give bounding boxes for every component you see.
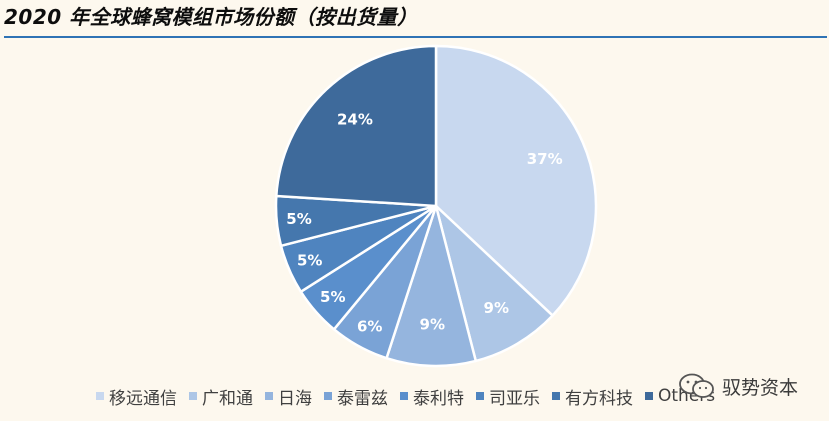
- pie-slice-0: [434, 44, 598, 317]
- legend-item: 广和通: [189, 384, 253, 409]
- legend-swatch: [96, 392, 104, 400]
- legend-item: 司亚乐: [476, 384, 540, 409]
- slice-data-label: 5%: [286, 210, 311, 228]
- slice-data-label: 5%: [320, 288, 345, 306]
- legend-label: 泰雷兹: [337, 388, 388, 409]
- legend-swatch: [476, 392, 484, 400]
- legend-swatch: [552, 392, 560, 400]
- watermark: 驭势资本: [678, 372, 798, 400]
- legend-swatch: [645, 392, 653, 400]
- pie-slice-7: [275, 44, 438, 208]
- legend-label: 有方科技: [565, 388, 633, 409]
- slice-data-label: 5%: [297, 252, 322, 270]
- legend-item: 泰利特: [400, 384, 464, 409]
- legend-swatch: [400, 392, 408, 400]
- pie-slice-2: [385, 204, 478, 368]
- slice-data-label: 24%: [337, 111, 373, 129]
- legend-label: 泰利特: [413, 388, 464, 409]
- chart-title: 2020 年全球蜂窝模组市场份额（按出货量）: [4, 5, 418, 29]
- legend-swatch: [265, 392, 273, 400]
- wechat-icon: [679, 373, 714, 398]
- chart-legend: 移远通信 广和通 日海 泰雷兹 泰利特 司亚乐 有方科技 Others: [96, 384, 727, 409]
- title-divider: [4, 36, 827, 38]
- slice-data-label: 9%: [484, 299, 509, 317]
- pie-slice-1: [434, 204, 554, 363]
- legend-label: 日海: [278, 388, 312, 409]
- legend-label: 移远通信: [109, 388, 177, 409]
- legend-item: 移远通信: [96, 384, 177, 409]
- legend-label: 广和通: [202, 388, 253, 409]
- legend-swatch: [324, 392, 332, 400]
- legend-item: 日海: [265, 384, 312, 409]
- legend-item: 泰雷兹: [324, 384, 388, 409]
- legend-label: 司亚乐: [489, 388, 540, 409]
- slice-data-label: 6%: [357, 318, 382, 336]
- watermark-text: 驭势资本: [722, 376, 799, 399]
- slice-data-label: 9%: [420, 315, 445, 333]
- legend-swatch: [189, 392, 197, 400]
- slice-data-label: 37%: [527, 150, 563, 168]
- legend-item: 有方科技: [552, 384, 633, 409]
